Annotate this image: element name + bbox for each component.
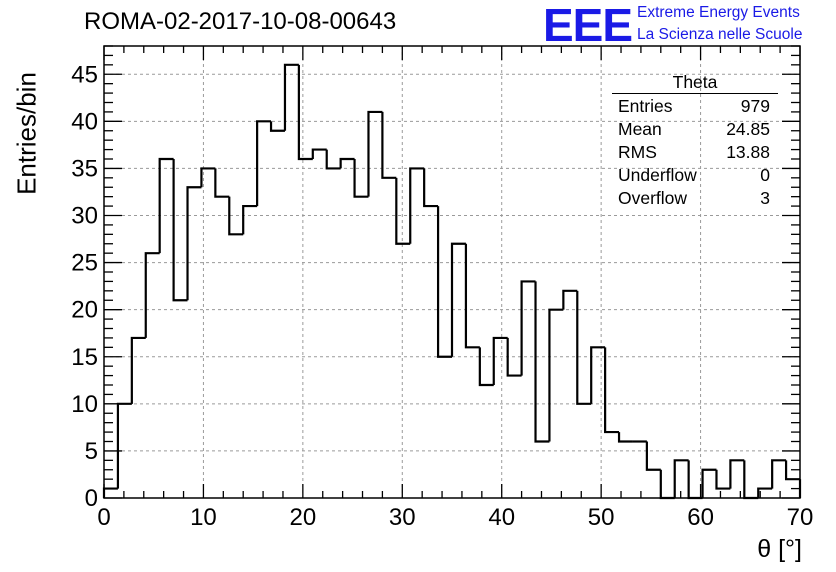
stats-label: Entries [618, 96, 673, 116]
histogram-bin [729, 459, 745, 489]
histogram-bin [144, 252, 160, 338]
stats-row-overflow: Overflow 3 [612, 186, 778, 209]
histogram-bin [645, 441, 661, 471]
histogram-bin [102, 487, 118, 498]
histogram-bin [604, 347, 620, 434]
histogram-bin [436, 206, 452, 358]
stats-label: Underflow [618, 165, 697, 185]
y-tick-label: 15 [71, 344, 98, 371]
stats-value: 979 [740, 96, 770, 116]
histogram-bin [743, 460, 759, 500]
histogram-bin [353, 159, 369, 198]
stats-row-mean: Mean 24.85 [612, 117, 778, 140]
histogram-bin [228, 196, 244, 236]
x-tick-label: 70 [787, 504, 814, 531]
stats-label: Mean [618, 119, 662, 139]
histogram-bin [130, 336, 146, 404]
histogram-bin [701, 468, 717, 498]
x-tick-label: 20 [290, 504, 317, 531]
stats-value: 0 [760, 165, 770, 185]
y-axis-title-wrap: Entries/bin [6, 72, 46, 195]
histogram-bin [423, 168, 439, 208]
stats-value: 24.85 [726, 119, 770, 139]
histogram-bin [520, 280, 536, 376]
x-tick-label: 30 [389, 504, 416, 531]
histogram-bin [478, 347, 494, 387]
histogram-bin [297, 64, 313, 161]
logo-mark: EEE [543, 0, 633, 51]
stats-label: RMS [618, 142, 657, 162]
histogram-bin [409, 167, 425, 244]
histogram-bin [617, 432, 633, 443]
histogram-bin [339, 157, 355, 169]
x-tick-label: 60 [687, 504, 714, 531]
histogram-bin [311, 148, 327, 159]
y-tick-label: 0 [85, 485, 98, 512]
histogram-bin [757, 487, 773, 498]
histogram-bin [158, 157, 174, 254]
x-axis-title: θ [°] [757, 535, 802, 563]
histogram-bin [242, 204, 258, 235]
histogram-bin [283, 63, 299, 131]
x-tick-label: 40 [488, 504, 515, 531]
histogram-bin [506, 337, 522, 377]
histogram-bin [673, 459, 689, 498]
y-tick-label: 20 [71, 297, 98, 324]
stats-value: 13.88 [726, 142, 770, 162]
histogram-bin [715, 469, 731, 490]
logo-tagline-1: Extreme Energy Events [637, 4, 800, 21]
histogram-bin [534, 281, 550, 443]
stats-value: 3 [760, 188, 770, 208]
histogram-bin [367, 110, 383, 197]
stats-row-underflow: Underflow 0 [612, 163, 778, 186]
histogram-bin [256, 120, 272, 207]
histogram-bin [269, 121, 285, 132]
histogram-bin [492, 336, 508, 385]
y-tick-label: 25 [71, 250, 98, 277]
histogram-bin [450, 242, 466, 357]
histogram-bin [214, 168, 230, 198]
histogram-bin [186, 186, 202, 301]
y-tick-label: 45 [71, 61, 98, 88]
histogram-bin [771, 459, 787, 489]
y-tick-label: 40 [71, 108, 98, 135]
histogram-bin [172, 159, 188, 302]
stats-box: Theta Entries 979 Mean 24.85 RMS 13.88 U… [612, 73, 778, 209]
histogram-bin [200, 167, 216, 188]
histogram-bin [325, 149, 341, 170]
y-axis-title: Entries/bin [11, 72, 42, 195]
histogram-bin [590, 346, 606, 404]
histogram-bin [576, 290, 592, 405]
histogram-bin [548, 308, 564, 442]
x-tick-label: 50 [588, 504, 615, 531]
histogram-bin [659, 469, 675, 500]
histogram-bin [395, 177, 411, 245]
x-tick-label: 10 [190, 504, 217, 531]
y-tick-label: 35 [71, 155, 98, 182]
stats-title: Theta [612, 73, 778, 94]
y-tick-label: 30 [71, 203, 98, 230]
histogram-bin [562, 289, 578, 310]
y-tick-label: 10 [71, 391, 98, 418]
stats-row-entries: Entries 979 [612, 94, 778, 117]
stats-row-rms: RMS 13.88 [612, 140, 778, 163]
logo-tagline-2: La Scienza nelle Scuole [637, 26, 803, 43]
histogram [102, 63, 802, 500]
stats-label: Overflow [618, 188, 688, 208]
histogram-bin [116, 402, 132, 489]
y-tick-label: 5 [85, 438, 98, 465]
run-title: ROMA-02-2017-10-08-00643 [84, 8, 397, 35]
histogram-bin [381, 111, 397, 179]
histogram-bin [464, 243, 480, 349]
x-tick-label: 0 [97, 504, 110, 531]
